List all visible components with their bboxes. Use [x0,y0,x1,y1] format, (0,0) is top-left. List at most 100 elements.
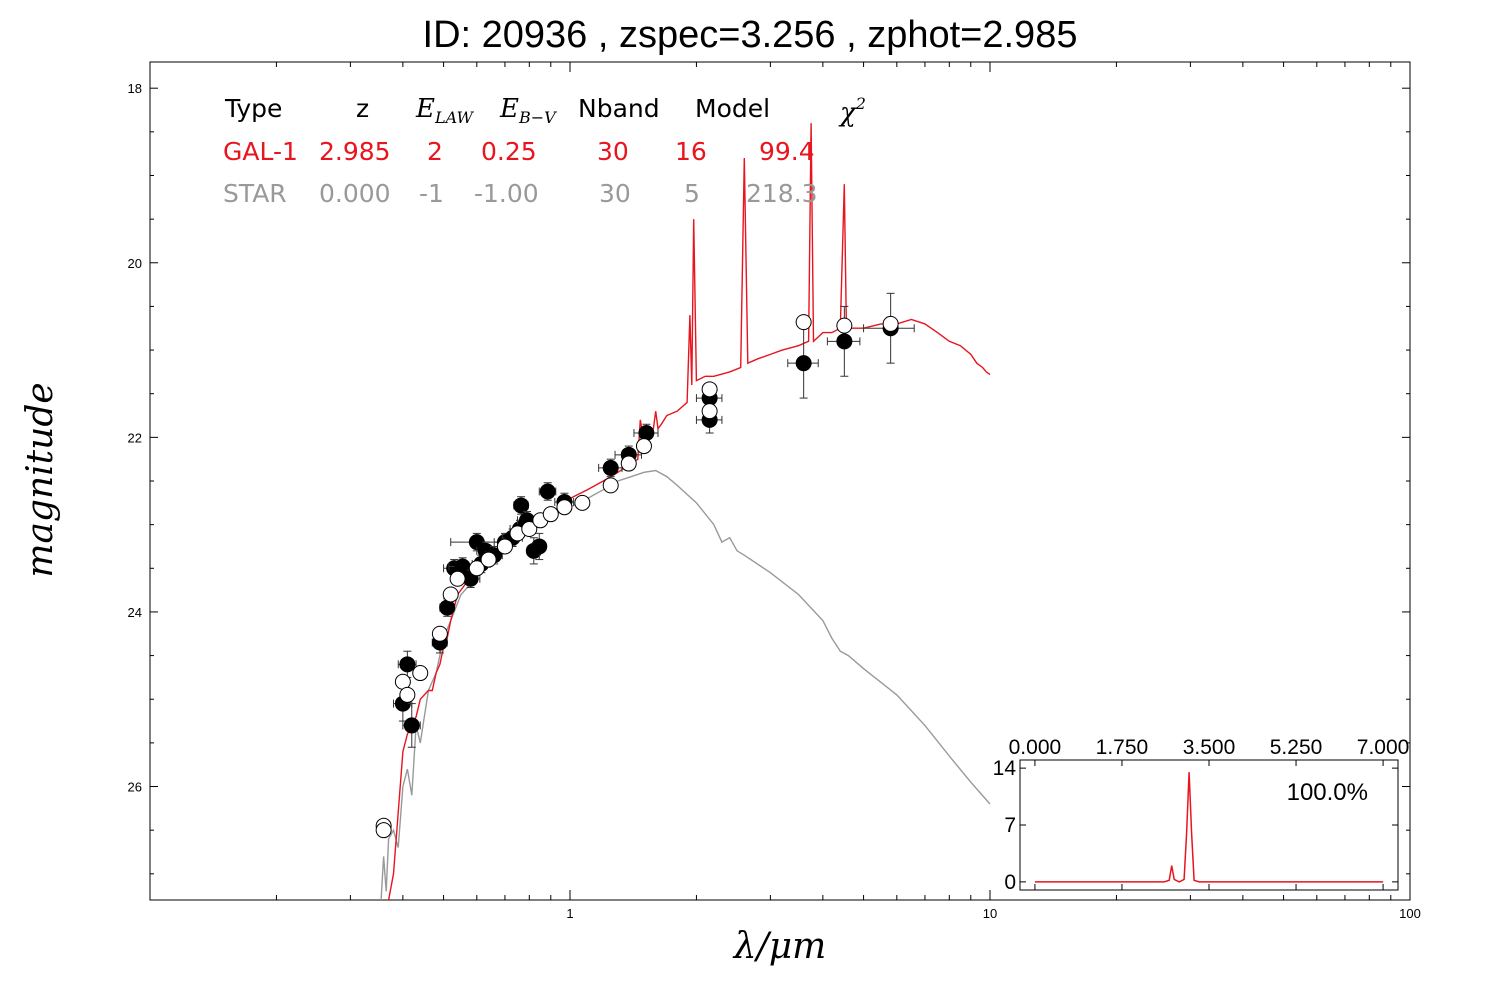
header-type: Type [224,94,282,123]
model-point-marker [882,315,899,332]
row-star-model: 5 [684,179,700,208]
row-galaxy-type: GAL-1 [223,137,298,166]
observed-point [513,496,530,515]
model-point [431,625,448,642]
model-point [574,494,591,511]
model-point-marker [635,438,652,455]
row-star-ebv: -1.00 [474,179,539,208]
observed-point [397,650,417,678]
row-star-z: 0.000 [319,179,391,208]
model-point [412,665,429,682]
inset-x-ticks: 0.000 1.750 3.500 5.250 7.000 [1009,736,1410,890]
model-point-marker [431,625,448,642]
observed-point-marker [638,424,655,441]
header-z: z [356,94,369,123]
row-galaxy-nband: 30 [597,137,629,166]
observed-point-marker [602,459,619,476]
inset-x-tick-label: 5.250 [1270,736,1323,759]
model-point-marker [449,570,466,587]
y-axis-label: magnitude [20,382,61,577]
model-point [836,317,853,334]
inset-x-tick-label: 7.000 [1357,736,1410,759]
model-point [795,314,812,331]
observed-point-marker [439,599,456,616]
row-star-elaw: -1 [419,179,444,208]
observed-point [787,327,819,399]
inset-x-tick-label: 0.000 [1009,736,1062,759]
observed-point [531,532,548,561]
redshift-pdf-inset: 0.000 1.750 3.500 5.250 7.000 0 7 14 100.0% [993,736,1410,894]
model-point [542,506,559,523]
observed-point-marker [795,355,812,372]
observed-point [826,305,861,377]
model-point [496,538,513,555]
inset-x-tick-label: 3.500 [1183,736,1236,759]
x-axis-label: λ/μm [732,926,826,967]
model-point-marker [496,538,513,555]
model-point [480,551,497,568]
legend-table: Type z ELAW EB−V Nband Model χ2 GAL-1 2.… [223,94,866,208]
x-tick-label: 1 [566,906,573,921]
header-chi2: χ2 [838,94,866,128]
observed-point [598,458,623,478]
x-axis-ticks: 1 10 100 [275,62,1421,921]
y-axis-ticks: 18 20 22 24 26 [128,81,1410,875]
model-point [449,570,466,587]
y-tick-label: 22 [128,430,142,445]
model-point-marker [375,822,392,839]
model-point [375,822,392,839]
model-point-marker [412,665,429,682]
chart-title: ID: 20936 , zspec=3.256 , zphot=2.985 [422,14,1078,56]
model-point [556,499,573,516]
inset-y-tick-label: 7 [1004,814,1016,837]
row-galaxy-chi2: 99.4 [759,137,815,166]
model-point [468,560,485,577]
observed-point [402,703,421,748]
row-galaxy-elaw: 2 [427,137,443,166]
observed-point-marker [403,717,420,734]
model-point-marker [701,403,718,420]
model-point-marker [574,494,591,511]
model-point-marker [480,551,497,568]
observed-point-marker [513,497,530,514]
inset-y-ticks: 0 7 14 [993,757,1398,894]
y-tick-label: 20 [128,256,142,271]
model-point-marker [556,499,573,516]
model-point-marker [399,686,416,703]
photometry-points [375,292,915,839]
row-star-nband: 30 [599,179,631,208]
inset-x-tick-label: 1.750 [1096,736,1149,759]
model-point [635,438,652,455]
model-spectra [380,123,991,900]
model-point [442,586,459,603]
inset-y-tick-label: 0 [1004,871,1016,894]
row-star-type: STAR [223,179,287,208]
inset-pdf-line [1034,772,1384,883]
y-tick-label: 24 [128,605,142,620]
header-nband: Nband [578,94,660,123]
observed-point-marker [399,656,416,673]
model-point-marker [701,381,718,398]
header-elaw: ELAW [415,94,475,127]
x-tick-label: 100 [1399,906,1421,921]
model-point-marker [468,560,485,577]
model-point-marker [620,455,637,472]
model-point [701,381,718,398]
header-ebv: EB−V [499,94,557,127]
model-point-marker [442,586,459,603]
model-point-marker [795,314,812,331]
model-point-marker [521,521,538,538]
legend-row-star: STAR 0.000 -1 -1.00 30 5 218.3 [223,179,818,208]
row-galaxy-z: 2.985 [319,137,391,166]
inset-y-tick-label: 14 [993,757,1017,780]
observed-point-marker [836,333,853,350]
row-star-chi2: 218.3 [746,179,818,208]
x-tick-label: 10 [983,906,997,921]
y-tick-label: 26 [128,780,142,795]
legend-row-galaxy: GAL-1 2.985 2 0.25 30 16 99.4 [223,137,815,166]
observed-point [538,482,557,501]
model-point-marker [836,317,853,334]
observed-point-marker [539,483,556,500]
model-point-marker [602,477,619,494]
